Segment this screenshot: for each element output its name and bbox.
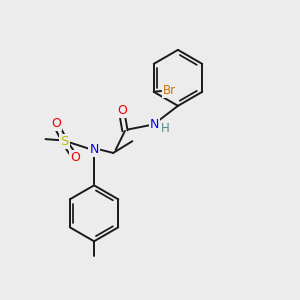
Text: O: O <box>117 104 127 117</box>
Text: O: O <box>70 151 80 164</box>
Text: S: S <box>60 135 69 148</box>
Text: Br: Br <box>163 84 176 97</box>
Text: O: O <box>51 117 61 130</box>
Text: H: H <box>161 122 170 135</box>
Text: N: N <box>89 143 99 157</box>
Text: N: N <box>150 118 159 131</box>
